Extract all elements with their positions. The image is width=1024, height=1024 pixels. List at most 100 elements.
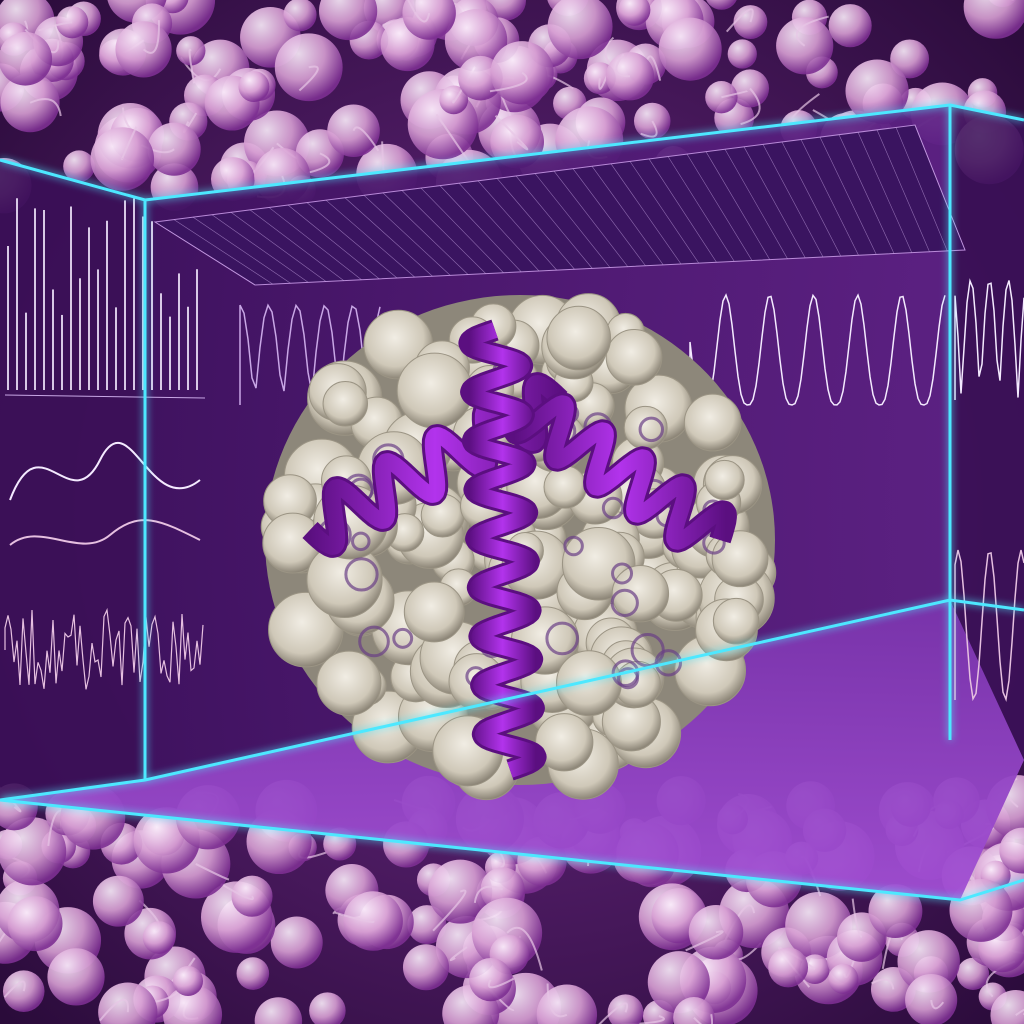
molecule-bead [776, 17, 834, 75]
molecule-bead [163, 985, 223, 1024]
molecule-bead [963, 0, 1024, 39]
molecule-bond [930, 999, 945, 1010]
molecule-bead [905, 973, 958, 1024]
molecule-bead [956, 957, 990, 991]
helix-ribbon [304, 375, 566, 555]
molecule-bead [47, 948, 105, 1006]
molecule-bead [319, 0, 378, 41]
mesh-line [895, 127, 948, 251]
mesh-line [686, 153, 753, 261]
molecule-bond [487, 977, 515, 989]
molecule-bead [142, 921, 176, 954]
mesh-line [629, 161, 699, 264]
molecule-bead [828, 963, 859, 994]
mesh-line [591, 166, 664, 266]
mesh-line [401, 190, 486, 274]
mesh-line [477, 180, 557, 271]
molecule-bead [402, 944, 450, 991]
mesh-line [458, 182, 540, 272]
protein-cavity [545, 621, 579, 656]
protein-lobe [316, 650, 382, 716]
box-edge-top [0, 103, 1024, 202]
mesh-line [325, 199, 415, 278]
molecule-bond [506, 926, 543, 971]
mesh-line [192, 216, 291, 284]
molecule-bond [621, 1015, 665, 1024]
protein-cavity [638, 416, 664, 443]
molecule-bead [730, 69, 770, 108]
molecule-bond [449, 946, 468, 962]
protein-lobe [623, 405, 668, 450]
molecule-bond [721, 90, 749, 99]
mesh-line [724, 149, 788, 259]
molecule-bond [693, 1014, 714, 1024]
molecule-bond [598, 1002, 629, 1024]
mesh-line [762, 144, 824, 258]
molecule-bond [334, 911, 375, 924]
mesh-line [743, 146, 806, 259]
mesh-line [876, 129, 930, 252]
waveform-plots [4, 198, 1024, 703]
molecule-bead [469, 958, 513, 1002]
molecule-bond [29, 98, 62, 117]
simulation-box-edges [0, 103, 1024, 902]
mesh-line [154, 221, 256, 286]
protein-cavity [611, 659, 640, 688]
molecule-bead [283, 0, 317, 32]
molecule-bond [640, 120, 658, 138]
molecule-bond [220, 883, 254, 901]
molecule-bead [999, 827, 1024, 874]
molecule-bond [851, 898, 863, 938]
helix-ribbon [461, 322, 544, 778]
peak-line [689, 293, 946, 406]
molecule-bond [546, 983, 568, 1018]
molecule-bond [38, 21, 73, 32]
box-edge-front [0, 798, 1024, 902]
molecule-bead [7, 896, 63, 952]
molecule-bead [444, 9, 508, 72]
protein-cavity [601, 496, 625, 520]
protein-cavity [358, 625, 390, 658]
helix-ribbon [506, 395, 734, 550]
mesh-line [439, 185, 522, 273]
protein-cavity [563, 535, 584, 557]
noise-line [4, 607, 204, 690]
molecule-bead [890, 39, 930, 79]
molecule-bead [236, 957, 270, 990]
molecule-bead [828, 4, 872, 48]
molecule-bond [725, 8, 754, 33]
molecule-bond [3, 980, 26, 998]
molecule-bond [99, 998, 129, 1022]
mesh-line [838, 134, 895, 254]
molecule-bead [402, 0, 456, 40]
molecule-bead [172, 965, 204, 997]
molecule-bead [868, 884, 923, 939]
mesh-line [496, 178, 575, 270]
protein-lobe [535, 713, 594, 772]
molecule-bond [195, 863, 230, 881]
molecule-bond [1015, 1008, 1024, 1017]
molecule-bond [0, 786, 22, 813]
molecule-bond [740, 87, 761, 126]
molecule-bead [990, 989, 1024, 1024]
molecule-bead [673, 997, 715, 1024]
curve-line [9, 519, 201, 546]
molecule-bead [706, 0, 737, 10]
molecule-bond [188, 48, 195, 84]
molecule-cluster-top [0, 0, 1024, 218]
mesh-line [173, 219, 273, 285]
molecule-bead [238, 71, 270, 103]
mesh-line [648, 158, 717, 263]
molecule-bead [254, 997, 303, 1024]
peak-line [954, 278, 1024, 400]
molecule-bond [685, 930, 724, 952]
mesh-line [420, 187, 504, 273]
protein-cavity [351, 531, 371, 552]
protein-lobe [546, 305, 612, 371]
molecule-bond [435, 114, 472, 165]
molecule-bond [473, 885, 503, 904]
box-edge-back-floor [0, 598, 1024, 802]
molecule-bond [489, 71, 528, 93]
peak-line [239, 303, 381, 405]
molecule-bead [688, 905, 744, 960]
